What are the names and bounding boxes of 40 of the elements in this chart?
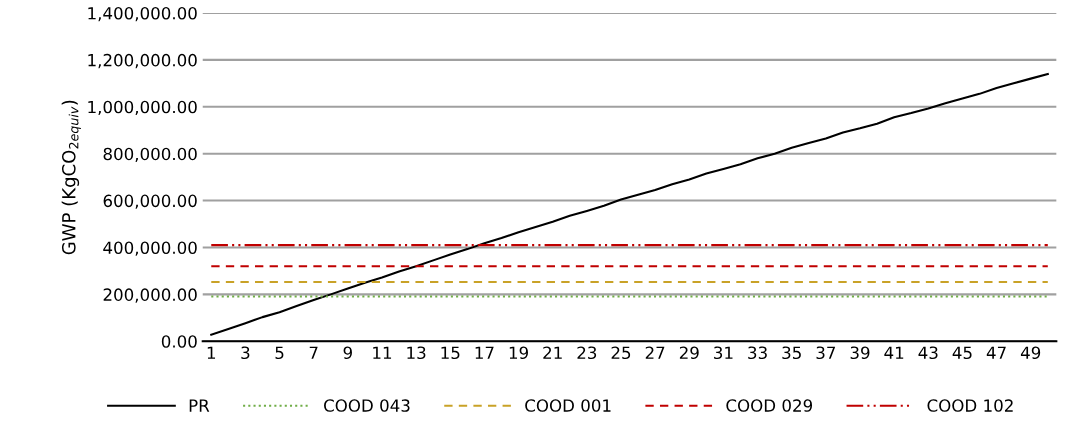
legend-label: COOD 001 — [525, 399, 611, 412]
x-tick-label: 29 — [679, 346, 699, 360]
y-tick-label: 800,000.00 — [103, 147, 197, 162]
x-tick-label: 3 — [241, 346, 250, 360]
x-tick-label: 39 — [850, 346, 870, 360]
x-tick-label: 37 — [816, 346, 836, 360]
y-tick-label: 1,200,000.00 — [88, 53, 197, 69]
x-tick-label: 17 — [475, 346, 494, 359]
x-tick-label: 49 — [1020, 346, 1041, 360]
y-axis-title: GWP (KgCO$_{2equiv}$) — [61, 100, 81, 255]
legend-label: COOD 102 — [927, 399, 1013, 412]
x-tick-label: 21 — [543, 346, 562, 359]
x-tick-label: 23 — [577, 346, 597, 360]
x-tick-label: 41 — [884, 346, 904, 359]
y-tick-label: 1,400,000.00 — [88, 6, 197, 22]
y-tick-label: 400,000.00 — [103, 241, 197, 256]
y-tick-label: 1,000,000.00 — [88, 100, 197, 116]
x-tick-label: 1 — [207, 346, 216, 359]
x-tick-label: 47 — [986, 346, 1006, 359]
legend-label: PR — [189, 399, 210, 412]
x-tick-label: 33 — [748, 346, 767, 360]
y-tick-label: 0.00 — [161, 335, 197, 348]
x-tick-label: 45 — [952, 346, 972, 360]
x-tick-label: 19 — [509, 346, 528, 360]
y-tick-label: 200,000.00 — [103, 288, 197, 303]
x-tick-label: 13 — [407, 346, 426, 360]
x-tick-label: 25 — [611, 346, 631, 360]
x-tick-label: 43 — [918, 346, 938, 360]
x-tick-label: 31 — [714, 346, 733, 360]
x-tick-label: 11 — [373, 346, 392, 359]
x-tick-label: 35 — [782, 346, 801, 360]
x-tick-label: 15 — [441, 346, 460, 360]
x-tick-label: 27 — [645, 346, 665, 359]
x-tick-label: 9 — [343, 346, 352, 360]
line-series — [210, 72, 1049, 336]
legend-label: COOD 029 — [726, 399, 813, 412]
x-tick-label: 5 — [275, 346, 284, 360]
x-tick-label: 7 — [309, 346, 318, 359]
y-tick-label: 600,000.00 — [103, 194, 197, 209]
legend-label: COOD 043 — [324, 399, 410, 412]
